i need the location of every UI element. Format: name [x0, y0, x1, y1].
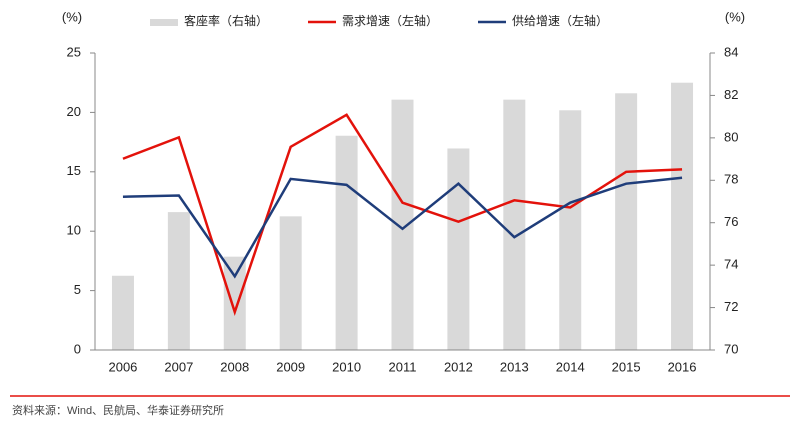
y-tick-label: 25 — [67, 44, 81, 59]
bar — [391, 99, 414, 351]
y2-tick-label: 80 — [724, 129, 738, 144]
y-axis-label: (%) — [62, 9, 82, 24]
legend-label: 供给增速（左轴） — [512, 13, 608, 28]
x-tick-label: 2011 — [389, 359, 417, 374]
y2-tick-label: 76 — [724, 214, 738, 229]
legend-swatch — [150, 19, 178, 26]
bar — [279, 216, 302, 350]
y-tick-label: 10 — [67, 223, 81, 238]
bar — [223, 256, 246, 350]
y2-tick-label: 84 — [724, 44, 738, 59]
x-tick-label: 2015 — [612, 359, 641, 374]
bar — [111, 275, 134, 350]
bar — [615, 93, 638, 351]
y-tick-label: 15 — [67, 163, 81, 178]
y2-tick-label: 72 — [724, 299, 738, 314]
line — [122, 176, 683, 279]
bar — [503, 99, 526, 351]
y-tick-label: 5 — [74, 282, 81, 297]
source-note: 资料来源：Wind、民航局、华泰证券研究所 — [12, 403, 224, 417]
legend-label: 客座率（右轴） — [184, 13, 268, 28]
x-tick-label: 2009 — [276, 359, 305, 374]
bar — [167, 212, 190, 350]
y2-axis-label: (%) — [725, 9, 745, 24]
y2-tick-label: 82 — [724, 87, 738, 102]
bar — [447, 148, 470, 350]
y-tick-label: 20 — [67, 104, 81, 119]
y2-tick-label: 78 — [724, 172, 738, 187]
x-tick-label: 2008 — [220, 359, 249, 374]
x-tick-label: 2007 — [164, 359, 193, 374]
legend-label: 需求增速（左轴） — [342, 13, 438, 28]
bar — [671, 82, 694, 350]
y-tick-label: 0 — [74, 341, 81, 356]
x-tick-label: 2013 — [500, 359, 529, 374]
x-tick-label: 2014 — [556, 359, 585, 374]
x-tick-label: 2010 — [332, 359, 361, 374]
bar — [559, 110, 582, 351]
x-tick-label: 2006 — [108, 359, 137, 374]
x-tick-label: 2016 — [668, 359, 697, 374]
x-tick-label: 2012 — [444, 359, 473, 374]
y2-tick-label: 74 — [724, 257, 738, 272]
bar — [335, 135, 358, 350]
y2-tick-label: 70 — [724, 341, 738, 356]
